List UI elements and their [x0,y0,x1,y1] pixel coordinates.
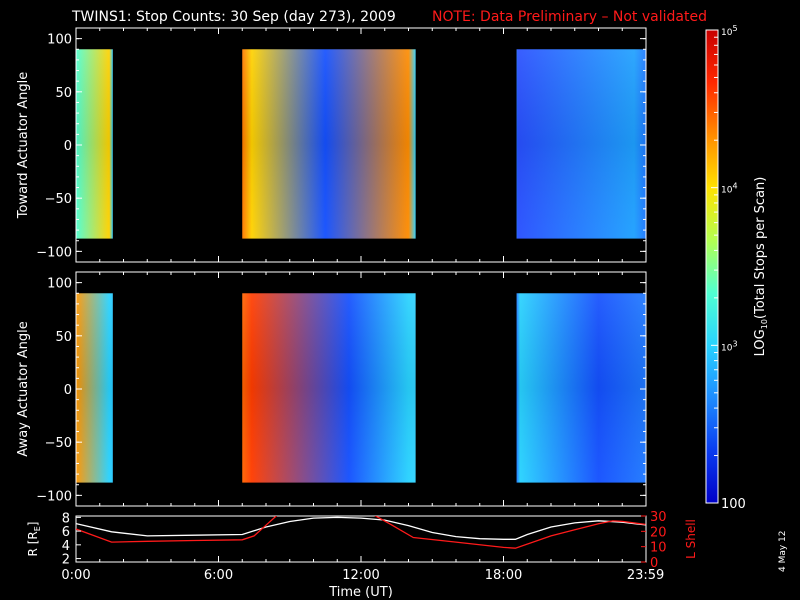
heatmap-segment-shade [242,49,416,239]
y-tick-label: 8 [62,511,70,526]
x-tick-label: 6:00 [204,568,233,583]
panel-toward: −100 −50 0 50 100 Toward Actuator Angle [16,27,647,263]
y-tick-label: 2 [62,553,70,568]
y-tick-label: 100 [47,277,72,292]
x-tick-label: 23:59 [627,568,664,583]
y-tick-label: 4 [62,539,70,554]
heatmap-segment-shade [76,49,113,239]
x-tick-label: 12:00 [342,568,379,583]
x-tick-label: 18:00 [485,568,522,583]
right-y-tick-label: 0 [650,556,658,571]
y-tick-label: −100 [36,489,72,504]
colorbar-tick-label: 103 [721,339,738,353]
y-axis-label: Toward Actuator Angle [16,72,31,219]
y-tick-label: 6 [62,525,70,540]
y-tick-label: 50 [55,330,72,345]
right-y-tick-label: 20 [650,525,667,540]
colorbar-label: LOG10(Total Stops per Scan) [753,177,769,357]
panel-away: −100 −50 0 50 100 Away Actuator Angle [16,271,647,507]
y-tick-label: 50 [55,86,72,101]
colorbar-gradient [706,30,718,503]
heatmap-segment-shade [516,293,646,483]
y-tick-label: −50 [45,436,72,451]
preliminary-note: NOTE: Data Preliminary – Not validated [432,9,707,25]
lshell-line [76,516,646,549]
colorbar-tick-label: 105 [721,24,738,38]
y-tick-label: 100 [47,33,72,48]
y-tick-label: 0 [64,139,72,154]
left-axis-label: R [RE] [26,522,42,557]
right-y-tick-label: 10 [650,541,667,556]
chart-title: TWINS1: Stop Counts: 30 Sep (day 273), 2… [71,9,396,25]
y-axis-label: Away Actuator Angle [16,321,31,456]
footer-date: 4 May 12 [778,530,788,572]
colorbar-tick-label: 104 [721,182,738,196]
right-axis-label: L Shell [684,519,698,559]
colorbar: 100 103 104 105 LOG10(Total Stops per Scan) [705,24,769,512]
colorbar-tick-label: 100 [721,497,746,512]
right-y-tick-label: 30 [650,510,667,525]
heatmap-segment-shade [76,293,113,483]
x-tick-label: 0:00 [61,568,90,583]
heatmap-segment-shade [242,293,416,483]
radius-line [76,516,646,540]
x-axis-label: Time (UT) [328,585,393,600]
y-tick-label: −100 [36,245,72,260]
y-tick-label: 0 [64,383,72,398]
y-tick-label: −50 [45,192,72,207]
heatmap-segment-shade [516,49,646,239]
